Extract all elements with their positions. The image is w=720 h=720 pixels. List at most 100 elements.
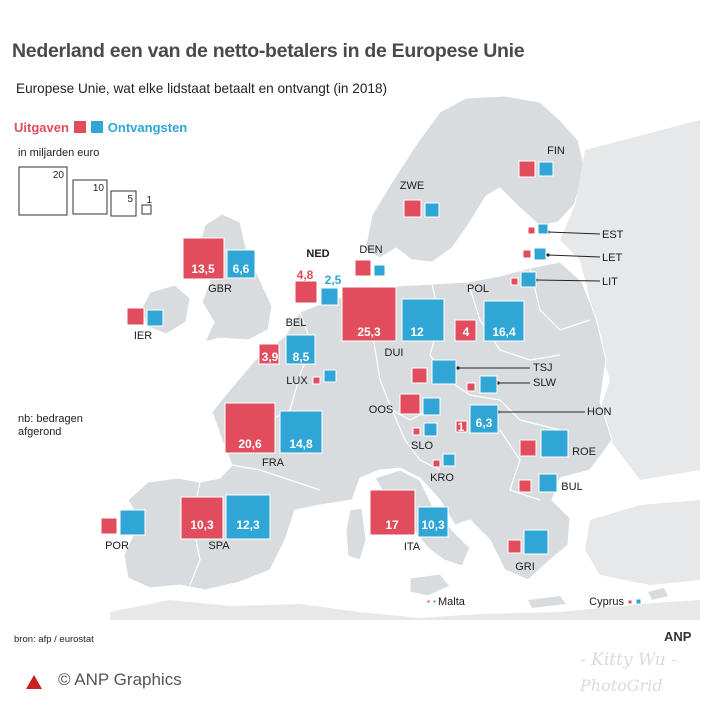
watermark-name: - Kitty Wu - bbox=[580, 650, 677, 670]
scale-box-10-label: 10 bbox=[93, 183, 105, 194]
legend-ontvangsten-swatch bbox=[91, 121, 104, 133]
eastern-land-shape bbox=[560, 120, 700, 480]
lit-leader-line bbox=[535, 279, 601, 282]
gri-uitgaven-square bbox=[507, 539, 522, 554]
page-subtitle: Europese Unie, wat elke lidstaat betaalt… bbox=[16, 81, 388, 96]
bel-ontvangsten-value: 8,5 bbox=[293, 350, 310, 364]
pol-ontvangsten-square bbox=[483, 300, 525, 342]
bul-ontvangsten-square bbox=[538, 473, 558, 493]
scale-box-5-label: 5 bbox=[127, 194, 133, 205]
cyprus-ontvangsten-square bbox=[635, 598, 642, 605]
slo-uitgaven-square bbox=[412, 427, 421, 436]
tsj-leader-dot bbox=[456, 366, 460, 370]
ita-ontvangsten-square bbox=[417, 506, 449, 538]
zwe-label: ZWE bbox=[400, 180, 424, 192]
ned-label: NED bbox=[306, 248, 329, 260]
por-uitgaven-square bbox=[100, 517, 118, 535]
fra-label: FRA bbox=[262, 457, 285, 469]
den-uitgaven-square bbox=[354, 259, 372, 277]
roe-uitgaven-square bbox=[519, 439, 537, 457]
bul-label: BUL bbox=[561, 481, 582, 493]
bel-ontvangsten-square bbox=[285, 334, 316, 365]
ned-uitgaven-value: 4,8 bbox=[297, 268, 314, 282]
tsj-uitgaven-square bbox=[411, 367, 428, 384]
gri-ontvangsten-square bbox=[523, 529, 549, 555]
kro-label: KRO bbox=[430, 472, 454, 484]
pol-uitgaven-value: 4 bbox=[463, 325, 470, 339]
est-ontvangsten-square bbox=[537, 223, 549, 235]
oos-ontvangsten-square bbox=[422, 397, 441, 416]
roe-label: ROE bbox=[572, 446, 596, 458]
gbr-ontvangsten-value: 6,6 bbox=[233, 262, 250, 276]
dui-uitgaven-square bbox=[341, 286, 397, 342]
unit-label: in miljarden euro bbox=[18, 147, 100, 159]
kro-uitgaven-square bbox=[432, 459, 441, 468]
hon-uitgaven-square bbox=[455, 420, 468, 433]
bul-uitgaven-square bbox=[518, 479, 532, 493]
bel-uitgaven-square bbox=[258, 343, 280, 365]
fin-label: FIN bbox=[547, 145, 565, 157]
ier-ontvangsten-square bbox=[146, 309, 164, 327]
fra-ontvangsten-value: 14,8 bbox=[289, 437, 313, 451]
turkey-shape bbox=[585, 500, 700, 585]
scale-box-10 bbox=[72, 179, 108, 215]
anp-triangle-icon bbox=[26, 675, 42, 689]
legend-uitgaven-swatch bbox=[73, 121, 86, 133]
scandinavia-shape bbox=[364, 95, 586, 263]
den-ontvangsten-square bbox=[373, 264, 386, 277]
zwe-ontvangsten-square bbox=[424, 202, 440, 218]
let-ontvangsten-square bbox=[533, 247, 547, 261]
por-ontvangsten-square bbox=[119, 509, 146, 536]
malta-label: Malta bbox=[438, 596, 466, 608]
let-leader-line bbox=[547, 254, 601, 258]
slw-uitgaven-square bbox=[466, 382, 476, 392]
crete-shape bbox=[528, 596, 566, 608]
est-label: EST bbox=[602, 229, 624, 241]
source-label: bron: afp / eurostat bbox=[14, 634, 94, 645]
ned-ontvangsten-value: 2,5 bbox=[325, 273, 342, 287]
gbr-uitgaven-square bbox=[182, 237, 225, 280]
den-label: DEN bbox=[359, 244, 382, 256]
cyprus-label: Cyprus bbox=[589, 596, 624, 608]
lit-uitgaven-square bbox=[510, 277, 519, 286]
let-leader-dot bbox=[546, 253, 550, 257]
legend-uitgaven-label: Uitgaven bbox=[14, 120, 69, 135]
hon-label: HON bbox=[587, 406, 612, 418]
scale-box-20 bbox=[18, 166, 68, 216]
ned-ontvangsten-square bbox=[320, 287, 339, 306]
rounding-note: nb: bedragen afgerond bbox=[18, 413, 83, 438]
tsj-ontvangsten-square bbox=[431, 359, 457, 385]
cyprus-shape bbox=[648, 588, 668, 600]
hon-ontvangsten-value: 6,3 bbox=[476, 416, 493, 430]
bel-uitgaven-value: 3,9 bbox=[262, 350, 279, 364]
legend: Uitgaven Ontvangsten bbox=[14, 120, 187, 135]
fin-uitgaven-square bbox=[518, 160, 536, 178]
slw-label: SLW bbox=[533, 377, 557, 389]
fra-uitgaven-square bbox=[224, 402, 276, 454]
zwe-uitgaven-square bbox=[403, 199, 422, 218]
por-label: POR bbox=[105, 540, 129, 552]
let-uitgaven-square bbox=[522, 249, 532, 259]
copyright-credit: © ANP Graphics bbox=[58, 670, 182, 689]
oos-uitgaven-square bbox=[399, 393, 421, 415]
sardinia-shape bbox=[345, 507, 367, 561]
spa-uitgaven-value: 10,3 bbox=[190, 518, 214, 532]
spa-label: SPA bbox=[208, 540, 230, 552]
lux-label: LUX bbox=[286, 375, 308, 387]
bel-label: BEL bbox=[286, 317, 307, 329]
fra-uitgaven-value: 20,6 bbox=[238, 437, 262, 451]
page-title: Nederland een van de netto-betalers in d… bbox=[12, 40, 525, 62]
slo-label: SLO bbox=[411, 440, 433, 452]
pol-uitgaven-square bbox=[454, 319, 477, 342]
lit-ontvangsten-square bbox=[520, 271, 537, 288]
scale-box-1 bbox=[141, 204, 152, 215]
sicily-shape bbox=[409, 573, 451, 597]
slw-ontvangsten-square bbox=[479, 375, 498, 394]
lux-uitgaven-square bbox=[312, 376, 321, 385]
scale-box-20-label: 20 bbox=[53, 170, 65, 181]
scale-box-1-label: 1 bbox=[146, 195, 152, 206]
roe-ontvangsten-square bbox=[540, 429, 569, 458]
slo-ontvangsten-square bbox=[423, 422, 438, 437]
ier-label: IER bbox=[134, 330, 152, 342]
